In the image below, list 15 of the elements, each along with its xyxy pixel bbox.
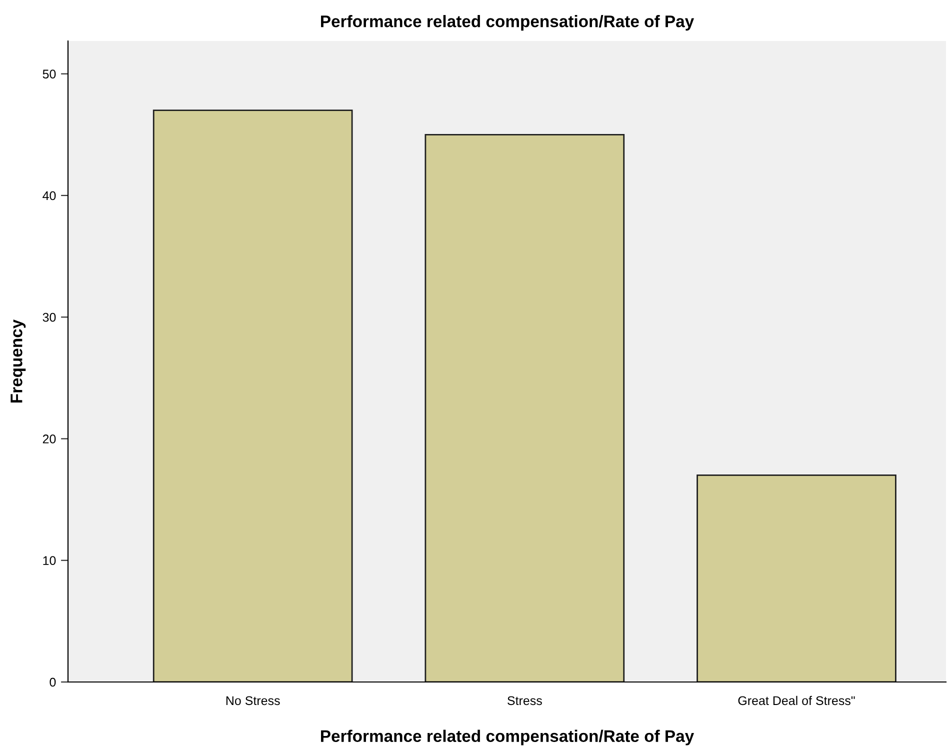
y-tick-label: 20: [42, 434, 56, 444]
x-tick-label: Stress: [508, 696, 542, 706]
chart-title: Performance related compensation/Rate of Pay: [321, 15, 694, 31]
bar: [424, 134, 625, 682]
y-tick-label: 40: [42, 191, 56, 200]
y-tick-label: 30: [42, 312, 56, 322]
x-axis-title: Performance related compensation/Rate of Pay: [321, 730, 694, 746]
y-tick-label: 0: [50, 678, 56, 687]
bar: [696, 474, 896, 682]
bar: [152, 110, 353, 682]
x-tick-label: Great Deal of Stress": [738, 696, 855, 706]
y-tick-label: 10: [43, 556, 56, 566]
y-axis-title: Frequency: [10, 319, 26, 403]
y-tick-label: 50: [42, 70, 56, 78]
x-tick-label: No Stress: [226, 696, 280, 706]
